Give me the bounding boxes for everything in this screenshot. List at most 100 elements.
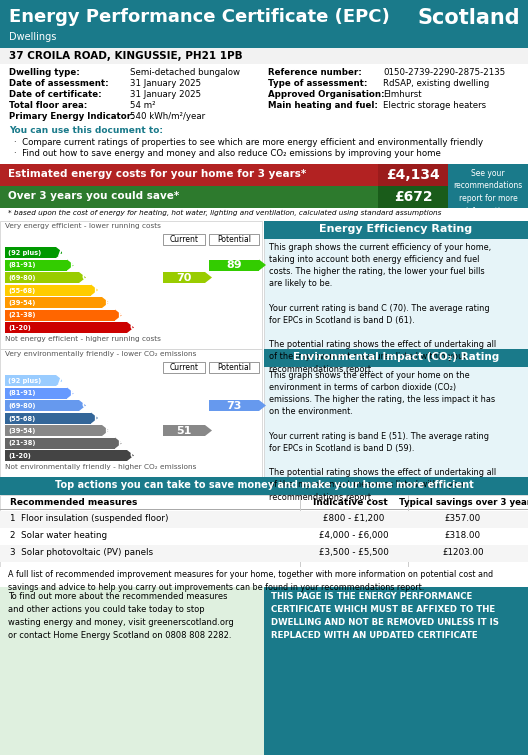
Bar [5,260,67,270]
Bar [0,587,264,755]
Text: G: G [129,323,136,332]
Text: £672: £672 [394,190,432,204]
Text: See your
recommendations
report for more
information: See your recommendations report for more… [454,169,523,215]
Text: Top actions you can take to save money and make your home more efficient: Top actions you can take to save money a… [54,480,474,490]
Bar [0,511,528,528]
Text: Electric storage heaters: Electric storage heaters [383,101,486,110]
Text: Not environmentally friendly - higher CO₂ emissions: Not environmentally friendly - higher CO… [5,464,196,470]
Bar [0,208,528,221]
Text: Very energy efficient - lower running costs: Very energy efficient - lower running co… [5,223,161,229]
Text: £800 - £1,200: £800 - £1,200 [323,514,385,523]
Bar [5,400,79,411]
Text: ·  Find out how to save energy and money and also reduce CO₂ emissions by improv: · Find out how to save energy and money … [14,149,441,158]
Text: ·  Compare current ratings of properties to see which are more energy efficient : · Compare current ratings of properties … [14,138,483,147]
Text: G: G [129,451,136,461]
Text: (21-38): (21-38) [8,313,35,319]
Text: (69-80): (69-80) [8,275,35,281]
Bar [163,362,205,373]
Polygon shape [102,425,109,436]
Text: Main heating and fuel:: Main heating and fuel: [268,101,378,110]
Text: RdSAP, existing dwelling: RdSAP, existing dwelling [383,79,489,88]
Bar [264,349,528,367]
Text: 73: 73 [227,401,242,411]
Bar [378,186,448,208]
Bar [0,495,528,567]
Text: (92 plus): (92 plus) [8,378,41,384]
Polygon shape [205,272,212,283]
Polygon shape [127,322,134,333]
Bar [5,387,67,399]
Text: Primary Energy Indicator:: Primary Energy Indicator: [9,112,135,121]
Text: Energy Efficiency Rating: Energy Efficiency Rating [319,224,473,234]
Polygon shape [67,387,74,399]
Text: Not energy efficient - higher running costs: Not energy efficient - higher running co… [5,335,161,341]
Text: 70: 70 [176,273,192,283]
Text: This graph shows the current efficiency of your home,
taking into account both e: This graph shows the current efficiency … [269,243,496,374]
Bar [0,0,528,48]
Text: Dwelling type:: Dwelling type: [9,68,80,77]
Text: £357.00: £357.00 [445,514,481,523]
Text: D: D [93,286,100,295]
Bar [5,272,79,283]
Polygon shape [56,375,63,386]
Bar [264,587,528,755]
Text: E: E [104,298,110,307]
Text: Date of assessment:: Date of assessment: [9,79,109,88]
Text: You can use this document to:: You can use this document to: [9,126,163,135]
Text: (21-38): (21-38) [8,440,35,446]
Bar [0,349,262,477]
Text: Over 3 years you could save*: Over 3 years you could save* [8,191,179,201]
Text: 54 m²: 54 m² [130,101,156,110]
Text: 31 January 2025: 31 January 2025 [130,79,201,88]
Bar [5,412,91,424]
Bar [5,375,56,386]
Bar [300,495,301,567]
Text: Elmhurst: Elmhurst [383,90,422,99]
Text: C: C [81,273,88,282]
Text: 37 CROILA ROAD, KINGUSSIE, PH21 1PB: 37 CROILA ROAD, KINGUSSIE, PH21 1PB [9,51,243,61]
Text: * based upon the cost of energy for heating, hot water, lighting and ventilation: * based upon the cost of energy for heat… [8,210,441,216]
Polygon shape [205,425,212,436]
Text: Approved Organisation:: Approved Organisation: [268,90,384,99]
Polygon shape [102,297,109,308]
Bar [5,425,102,436]
Text: C: C [81,402,88,411]
Polygon shape [67,260,74,270]
Text: A: A [58,248,65,257]
Text: £3,500 - £5,500: £3,500 - £5,500 [319,548,389,557]
Polygon shape [79,400,86,411]
Bar [0,186,448,208]
Bar [0,64,528,122]
Polygon shape [127,450,134,461]
Text: £1203.00: £1203.00 [442,548,484,557]
Text: 89: 89 [226,260,242,270]
Text: F: F [117,311,123,320]
Text: Very environmentally friendly - lower CO₂ emissions: Very environmentally friendly - lower CO… [5,351,196,357]
Bar [0,221,262,349]
Bar [0,122,528,164]
Text: Reference number:: Reference number: [268,68,362,77]
Text: (1-20): (1-20) [8,325,31,331]
Bar [264,221,528,349]
Text: Current: Current [169,363,199,372]
Bar [209,400,259,411]
Text: £4,134: £4,134 [386,168,440,182]
Bar [264,221,528,239]
Bar [209,362,259,373]
Text: 540 kWh/m²/year: 540 kWh/m²/year [130,112,205,121]
Text: (39-54): (39-54) [8,428,35,434]
Text: Indicative cost: Indicative cost [313,498,388,507]
Polygon shape [79,272,86,283]
Bar [209,260,259,270]
Bar [5,285,91,295]
Text: £4,000 - £6,000: £4,000 - £6,000 [319,531,389,540]
Text: (81-91): (81-91) [8,390,35,396]
Polygon shape [91,285,98,295]
Text: Recommended measures: Recommended measures [10,498,137,507]
Text: Scotland: Scotland [417,8,520,28]
Text: A full list of recommended improvement measures for your home, together with mor: A full list of recommended improvement m… [8,570,493,591]
Bar [209,234,259,245]
Polygon shape [115,437,122,448]
Polygon shape [56,247,63,258]
Bar [5,297,102,308]
